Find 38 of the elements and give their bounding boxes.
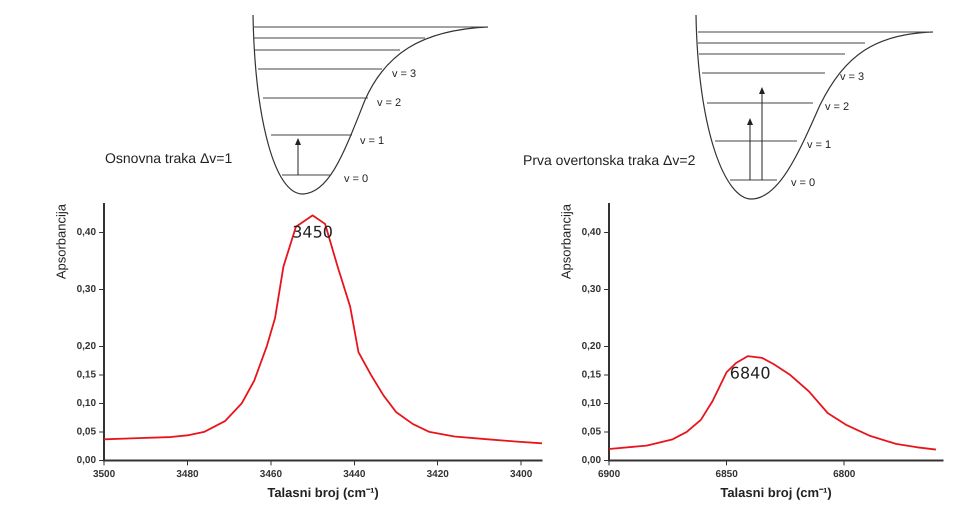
- text: v = 3: [840, 71, 864, 83]
- y-tick-label: 0,05: [76, 426, 96, 438]
- y-axis-title: Apsorbancija: [558, 203, 574, 280]
- x-tick-label: 3420: [426, 469, 450, 480]
- y-tick-label: 0,30: [76, 284, 96, 296]
- x-tick-label: 6800: [833, 469, 856, 480]
- y-tick-label: 0,05: [582, 426, 602, 438]
- chart-title: Osnovna traka Δv=1: [105, 150, 232, 166]
- y-tick-label: 0,10: [76, 398, 96, 410]
- y-tick-label: 0,00: [76, 455, 96, 466]
- text: v = 0: [344, 173, 368, 185]
- x-tick-label: 3400: [510, 469, 533, 480]
- y-tick-label: 0,10: [582, 398, 602, 410]
- y-tick-label: 0,20: [76, 341, 96, 352]
- x-tick-label: 6900: [598, 469, 621, 480]
- y-tick-label: 0,00: [582, 455, 602, 466]
- x-tick-label: 3480: [176, 469, 200, 480]
- y-tick-label: 0,40: [76, 227, 96, 238]
- chart-title: Prva overtonska traka Δv=2: [523, 152, 696, 168]
- x-axis-title: Talasni broj (cm⁻¹): [720, 484, 832, 500]
- y-tick-label: 0,20: [582, 341, 602, 352]
- y-tick-label: 0,40: [582, 227, 602, 238]
- x-tick-label: 3500: [92, 469, 116, 480]
- y-tick-label: 0,30: [582, 284, 602, 296]
- y-axis-title: Apsorbancija: [53, 203, 68, 280]
- text: v = 0: [791, 177, 816, 189]
- x-axis-title: Talasni broj (cm⁻¹): [267, 484, 379, 500]
- y-tick-label: 0,15: [582, 370, 602, 381]
- annotation: 6840: [730, 363, 771, 382]
- x-tick-label: 3440: [343, 469, 366, 480]
- x-tick-label: 6850: [716, 469, 738, 480]
- x-tick-label: 3460: [260, 469, 282, 480]
- text: v = 1: [807, 139, 832, 151]
- y-tick-label: 0,15: [76, 370, 96, 381]
- text: v = 2: [825, 101, 850, 113]
- text: v = 2: [377, 97, 402, 109]
- text: v = 3: [392, 68, 416, 80]
- text: v = 1: [360, 135, 384, 147]
